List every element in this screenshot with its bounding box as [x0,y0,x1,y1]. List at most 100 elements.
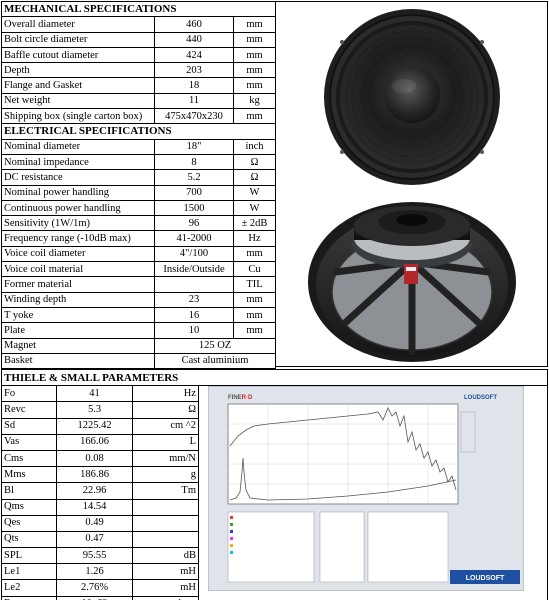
spec-value: 440 [154,31,234,48]
spec-unit: mm [233,46,276,64]
ts-label: Le2 [1,579,57,597]
ts-value: 10. 69 [56,595,133,600]
ts-row: Vas 166.06 L [1,433,548,451]
front-speaker [324,9,500,185]
spec-row: Winding depth 23 mm [1,291,276,308]
spec-row: Sensitivity (1W/1m) 96 ± 2dB [1,215,276,232]
spec-value: 18 [154,77,234,94]
specifications-table: MECHANICAL SPECIFICATIONS Overall diamete… [1,0,276,370]
spec-unit: inch [233,138,276,155]
spec-value: 700 [154,184,234,201]
spec-value: Cast aluminium [154,352,276,370]
spec-unit: mm [233,245,276,263]
spec-row: Voice coil material Inside/Outside Cu [1,261,276,278]
ts-unit: g [132,466,199,484]
spec-value: 96 [154,215,234,232]
ts-label: Sd [1,417,57,435]
spec-value: 424 [154,46,234,64]
ts-value: 95.55 [56,547,133,565]
mechanical-header: MECHANICAL SPECIFICATIONS [1,0,276,18]
spec-row: Net weight 11 kg [1,92,276,110]
spec-label: Former material [1,276,155,293]
spec-unit: mm [233,306,276,324]
spec-label: Voice coil diameter [1,245,155,263]
spec-row: Overall diameter 460 mm [1,16,276,33]
spec-row: Magnet 125 OZ [1,337,276,354]
ts-label: Revc [1,401,57,419]
ts-unit: cm ^2 [132,417,199,435]
ts-value: 1225.42 [56,417,133,435]
spec-row: Flange and Gasket 18 mm [1,77,276,94]
ts-unit: L [132,433,199,451]
spec-value: 460 [154,16,234,33]
ts-label: Mms [1,466,57,484]
spec-unit: mm [233,108,276,125]
rear-speaker [308,202,516,362]
spec-label: Depth [1,62,155,79]
spec-value [154,276,234,293]
ts-unit: mm/N [132,449,199,468]
speaker-front-photo [308,9,516,362]
ts-unit: Tm [132,482,199,500]
ts-row: SPL 95.55 dB [1,547,548,565]
spec-label: Magnet [1,337,155,354]
spec-row: Shipping box (single carton box) 475x470x… [1,108,276,125]
ts-value: 1.26 [56,563,133,581]
spec-value: 41-2000 [154,230,234,247]
spec-value: 5.2 [154,169,234,186]
spec-value: 16 [154,306,234,324]
spec-value: 203 [154,62,234,79]
spec-unit: kg [233,92,276,110]
spec-label: DC resistance [1,169,155,186]
spec-row: Frequency range (-10dB max) 41-2000 Hz [1,230,276,247]
ts-row: Rp10. 69ohms [1,595,548,600]
ts-row: Qes 0.49 [1,514,548,532]
ts-value: 0.08 [56,449,133,468]
spec-value: 18" [154,138,234,155]
product-photos-panel [276,1,548,367]
spec-unit: mm [233,62,276,79]
spec-unit: mm [233,16,276,33]
spec-value: 23 [154,291,234,308]
spec-row: Bolt circle diameter 440 mm [1,31,276,48]
spec-value: 125 OZ [154,337,276,354]
spec-unit: Hz [233,230,276,247]
ts-label: Vas [1,433,57,451]
spec-row: Nominal impedance 8 Ω [1,153,276,171]
thiele-header: THIELE & SMALL PARAMETERS [1,368,548,387]
spec-label: Baffle cutout diameter [1,46,155,64]
spec-value: 11 [154,92,234,110]
spec-label: Voice coil material [1,261,155,278]
spec-label: Nominal diameter [1,138,155,155]
spec-value: 4"/100 [154,245,234,263]
spec-unit: mm [233,31,276,48]
measurement-graph: FINER·D LOUDSOFT LOUDSOFT [208,386,524,591]
spec-row: Depth 203 mm [1,62,276,79]
ts-row: Mms 186.86 g [1,466,548,484]
ts-value: 0.49 [56,514,133,532]
spec-label: Winding depth [1,291,155,308]
ts-unit: ohms [132,595,199,600]
spec-row: DC resistance 5.2 Ω [1,169,276,186]
thiele-header-text: THIELE & SMALL PARAMETERS [1,368,548,387]
ts-value: 41 [56,385,133,403]
spec-label: Continuous power handling [1,199,155,217]
ts-label: SPL [1,547,57,565]
ts-value: 14.54 [56,498,133,516]
ts-row: Qms 14.54 [1,498,548,516]
ts-unit [132,498,199,516]
ts-unit: mH [132,563,199,581]
ts-unit: dB [132,547,199,565]
spec-value: 8 [154,153,234,171]
ts-value: 186.86 [56,466,133,484]
spec-unit: W [233,184,276,201]
spec-unit: mm [233,291,276,308]
ts-label: Bl [1,482,57,500]
loudsoft-logo: LOUDSOFT [466,575,505,582]
spec-unit: TIL [233,276,276,293]
spec-label: Nominal impedance [1,153,155,171]
spec-row: Plate 10 mm [1,322,276,339]
spec-label: Frequency range (-10dB max) [1,230,155,247]
spec-row: Baffle cutout diameter 424 mm [1,46,276,64]
